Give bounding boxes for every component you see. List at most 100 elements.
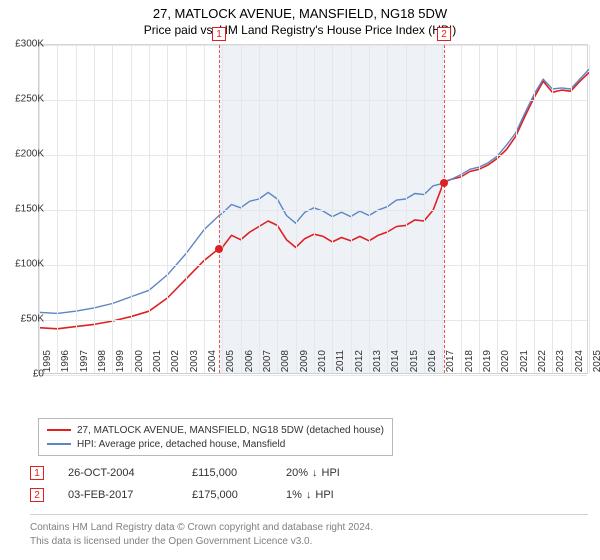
sales-table: 1 26-OCT-2004 £115,000 20% ↓ HPI 2 03-FE… (30, 462, 340, 506)
x-axis-label: 2004 (207, 350, 218, 380)
legend-swatch (47, 429, 71, 431)
x-axis-label: 1999 (115, 350, 126, 380)
sale-marker-box: 2 (30, 488, 44, 502)
gridline-h (39, 155, 587, 156)
gridline-v (387, 45, 388, 373)
gridline-v (314, 45, 315, 373)
marker-number-box: 2 (437, 27, 451, 41)
x-axis-label: 2019 (482, 350, 493, 380)
x-axis-label: 2017 (445, 350, 456, 380)
sale-date: 26-OCT-2004 (68, 467, 168, 479)
chart-figure: 27, MATLOCK AVENUE, MANSFIELD, NG18 5DW … (0, 0, 600, 560)
x-axis-label: 2022 (537, 350, 548, 380)
x-axis-label: 2021 (519, 350, 530, 380)
legend-label: HPI: Average price, detached house, Mans… (77, 439, 285, 450)
footer-line: Contains HM Land Registry data © Crown c… (30, 521, 588, 535)
gridline-h (39, 45, 587, 46)
gridline-h (39, 265, 587, 266)
x-axis-label: 2016 (427, 350, 438, 380)
gridline-v (589, 45, 590, 373)
plot-area: 12 (38, 44, 588, 374)
y-axis-label: £200K (15, 149, 44, 160)
title-address: 27, MATLOCK AVENUE, MANSFIELD, NG18 5DW (0, 6, 600, 21)
gridline-v (112, 45, 113, 373)
x-axis-label: 2014 (390, 350, 401, 380)
x-axis-label: 2023 (555, 350, 566, 380)
gridline-h (39, 210, 587, 211)
sale-diff: 1% ↓ HPI (286, 489, 334, 501)
x-axis-label: 2015 (409, 350, 420, 380)
x-axis-label: 2009 (299, 350, 310, 380)
footer-line: This data is licensed under the Open Gov… (30, 535, 588, 549)
gridline-v (204, 45, 205, 373)
x-axis-label: 2003 (189, 350, 200, 380)
legend-item: HPI: Average price, detached house, Mans… (47, 437, 384, 451)
y-axis-label: £50K (21, 314, 44, 325)
y-axis-label: £100K (15, 259, 44, 270)
x-axis-label: 2008 (280, 350, 291, 380)
gridline-v (552, 45, 553, 373)
gridline-v (406, 45, 407, 373)
x-axis-label: 2012 (354, 350, 365, 380)
sale-diff-label: HPI (315, 489, 333, 501)
x-axis-label: 2011 (335, 350, 346, 380)
x-axis-label: 2024 (574, 350, 585, 380)
gridline-v (259, 45, 260, 373)
x-axis-label: 1998 (97, 350, 108, 380)
gridline-v (424, 45, 425, 373)
x-axis-label: 1996 (60, 350, 71, 380)
gridline-h (39, 100, 587, 101)
title-subtitle: Price paid vs. HM Land Registry's House … (0, 23, 600, 37)
sale-row: 1 26-OCT-2004 £115,000 20% ↓ HPI (30, 462, 340, 484)
footer: Contains HM Land Registry data © Crown c… (30, 514, 588, 548)
sale-marker-box: 1 (30, 466, 44, 480)
legend: 27, MATLOCK AVENUE, MANSFIELD, NG18 5DW … (38, 418, 393, 456)
gridline-v (57, 45, 58, 373)
gridline-v (332, 45, 333, 373)
gridline-v (571, 45, 572, 373)
legend-swatch (47, 443, 71, 445)
sale-price: £115,000 (192, 467, 262, 479)
arrow-down-icon: ↓ (312, 467, 318, 479)
x-axis-label: 2018 (464, 350, 475, 380)
marker-dot (440, 179, 448, 187)
x-axis-label: 1995 (42, 350, 53, 380)
gridline-v (461, 45, 462, 373)
gridline-v (241, 45, 242, 373)
gridline-v (167, 45, 168, 373)
sale-diff-pct: 1% (286, 489, 302, 501)
x-axis-label: 2006 (244, 350, 255, 380)
gridline-v (76, 45, 77, 373)
sale-row: 2 03-FEB-2017 £175,000 1% ↓ HPI (30, 484, 340, 506)
marker-dot (215, 245, 223, 253)
gridline-v (516, 45, 517, 373)
gridline-v (131, 45, 132, 373)
gridline-v (534, 45, 535, 373)
x-axis-label: 1997 (79, 350, 90, 380)
y-axis-label: £300K (15, 39, 44, 50)
x-axis-label: 2007 (262, 350, 273, 380)
x-axis-label: 2001 (152, 350, 163, 380)
line-series-svg (39, 45, 587, 373)
arrow-down-icon: ↓ (306, 489, 312, 501)
x-axis-label: 2000 (134, 350, 145, 380)
x-axis-label: 2010 (317, 350, 328, 380)
x-axis-label: 2002 (170, 350, 181, 380)
sale-diff-pct: 20% (286, 467, 308, 479)
gridline-v (277, 45, 278, 373)
x-axis-label: 2020 (500, 350, 511, 380)
legend-item: 27, MATLOCK AVENUE, MANSFIELD, NG18 5DW … (47, 423, 384, 437)
x-axis-label: 2013 (372, 350, 383, 380)
gridline-v (479, 45, 480, 373)
marker-number-box: 1 (212, 27, 226, 41)
sale-price: £175,000 (192, 489, 262, 501)
legend-label: 27, MATLOCK AVENUE, MANSFIELD, NG18 5DW … (77, 425, 384, 436)
gridline-v (94, 45, 95, 373)
y-axis-label: £150K (15, 204, 44, 215)
sale-diff: 20% ↓ HPI (286, 467, 340, 479)
x-axis-label: 2025 (592, 350, 600, 380)
gridline-v (497, 45, 498, 373)
titles: 27, MATLOCK AVENUE, MANSFIELD, NG18 5DW … (0, 0, 600, 37)
y-axis-label: £250K (15, 94, 44, 105)
sale-diff-label: HPI (322, 467, 340, 479)
